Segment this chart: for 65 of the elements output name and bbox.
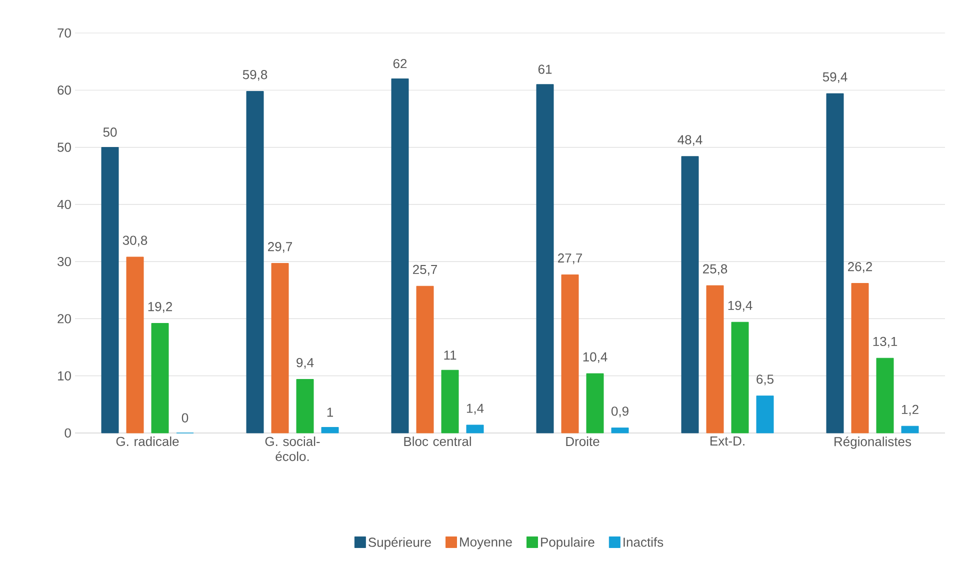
data-label: 0 <box>182 413 188 422</box>
data-label: 27,7 <box>558 253 582 264</box>
bar <box>876 358 894 434</box>
bar <box>466 424 484 434</box>
data-label: 25,7 <box>413 264 437 276</box>
data-label: 11 <box>444 350 456 360</box>
data-label: 1,2 <box>902 404 918 416</box>
legend-label: Moyenne <box>460 538 512 550</box>
bar <box>391 78 409 434</box>
x-tick-label: Régionalistes <box>834 436 912 449</box>
data-label: 13,1 <box>873 336 898 348</box>
bar <box>706 285 724 434</box>
data-label: 61 <box>538 64 552 74</box>
y-tick-label: 70 <box>58 28 71 38</box>
bar <box>731 322 749 434</box>
x-tick-label: G. radicale <box>116 436 179 446</box>
bar <box>536 84 554 434</box>
y-tick-label: 30 <box>58 256 71 266</box>
y-tick-label: 10 <box>58 371 71 380</box>
data-label: 59,8 <box>242 70 268 81</box>
y-tick-label: 40 <box>57 200 71 210</box>
legend-label: Inactifs <box>624 537 664 547</box>
bar <box>101 147 119 434</box>
x-tick-label: G. social-écolo. <box>265 436 320 462</box>
y-tick-label: 0 <box>64 428 71 438</box>
data-label: 19,2 <box>148 302 172 313</box>
data-label: 6,5 <box>756 374 774 386</box>
data-label: 25,8 <box>703 264 728 276</box>
data-label: 1,4 <box>466 404 484 414</box>
data-label: 29,7 <box>268 242 292 253</box>
bar <box>416 286 434 434</box>
data-label: 59,4 <box>822 72 848 84</box>
bar <box>586 373 604 434</box>
bar <box>246 91 264 434</box>
x-tick-label: Bloc central <box>404 436 471 446</box>
y-tick-label: 60 <box>58 86 71 95</box>
data-label: 30,8 <box>122 236 148 246</box>
x-tick-label: Droite <box>566 436 600 446</box>
bar <box>296 379 314 434</box>
bar <box>681 156 699 434</box>
bar <box>271 263 289 434</box>
bar <box>126 256 144 434</box>
data-label: 26,2 <box>848 262 872 273</box>
bar <box>561 274 579 434</box>
data-label: 48,4 <box>678 135 702 146</box>
y-tick-label: 50 <box>58 142 71 152</box>
data-label: 9,4 <box>296 358 314 369</box>
data-label: 0,9 <box>611 406 628 418</box>
data-label: 19,4 <box>728 300 752 312</box>
y-tick-label: 20 <box>58 314 71 324</box>
legend-label: Supérieure <box>368 537 431 550</box>
bar <box>756 396 774 434</box>
data-label: 10,4 <box>583 352 608 364</box>
data-label: 1 <box>327 408 333 417</box>
data-label: 62 <box>393 58 407 68</box>
bar <box>901 426 919 434</box>
legend-label: Populaire <box>541 537 594 550</box>
bar <box>851 283 869 434</box>
bar <box>441 370 459 434</box>
bar <box>151 323 169 434</box>
bar <box>826 93 844 434</box>
data-label: 50 <box>103 128 117 137</box>
x-tick-label: Ext-D. <box>710 436 744 446</box>
bar <box>321 427 339 434</box>
bar <box>611 428 629 434</box>
